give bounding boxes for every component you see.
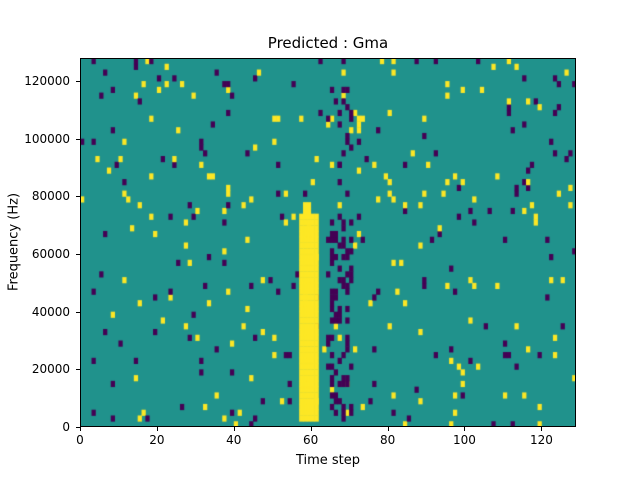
x-tick-label: 120 — [529, 433, 553, 447]
y-tick-mark — [76, 427, 80, 428]
y-axis-label: Frequency (Hz) — [6, 192, 22, 292]
x-tick-mark — [80, 427, 81, 431]
y-tick-label: 0 — [62, 420, 70, 434]
y-tick-label: 100000 — [24, 131, 70, 146]
x-tick-mark — [387, 427, 389, 431]
x-tick-mark — [541, 427, 543, 431]
x-tick-label: 20 — [149, 433, 165, 447]
heatmap-canvas — [80, 58, 576, 427]
y-tick-mark — [76, 138, 80, 140]
y-tick-mark — [76, 254, 80, 256]
x-tick-label: 80 — [379, 433, 396, 447]
y-tick-label: 80000 — [31, 189, 70, 204]
y-tick-label: 40000 — [31, 304, 70, 319]
x-tick-mark — [310, 427, 312, 431]
x-tick-label: 100 — [453, 433, 476, 447]
y-tick-mark — [76, 196, 80, 198]
y-tick-label: 120000 — [24, 74, 70, 89]
x-axis-label: Time step — [295, 453, 361, 468]
y-tick-label: 20000 — [31, 362, 70, 377]
x-tick-mark — [156, 427, 158, 431]
x-tick-label: 60 — [303, 433, 319, 447]
y-tick-label: 60000 — [31, 247, 70, 262]
y-tick-mark — [76, 81, 80, 83]
x-tick-mark — [233, 427, 235, 431]
y-tick-mark — [76, 369, 80, 371]
x-tick-label: 0 — [76, 433, 84, 447]
chart-title: Predicted : Gma — [267, 34, 389, 52]
y-tick-mark — [76, 311, 80, 313]
x-tick-label: 40 — [226, 433, 242, 447]
x-tick-mark — [464, 427, 466, 431]
